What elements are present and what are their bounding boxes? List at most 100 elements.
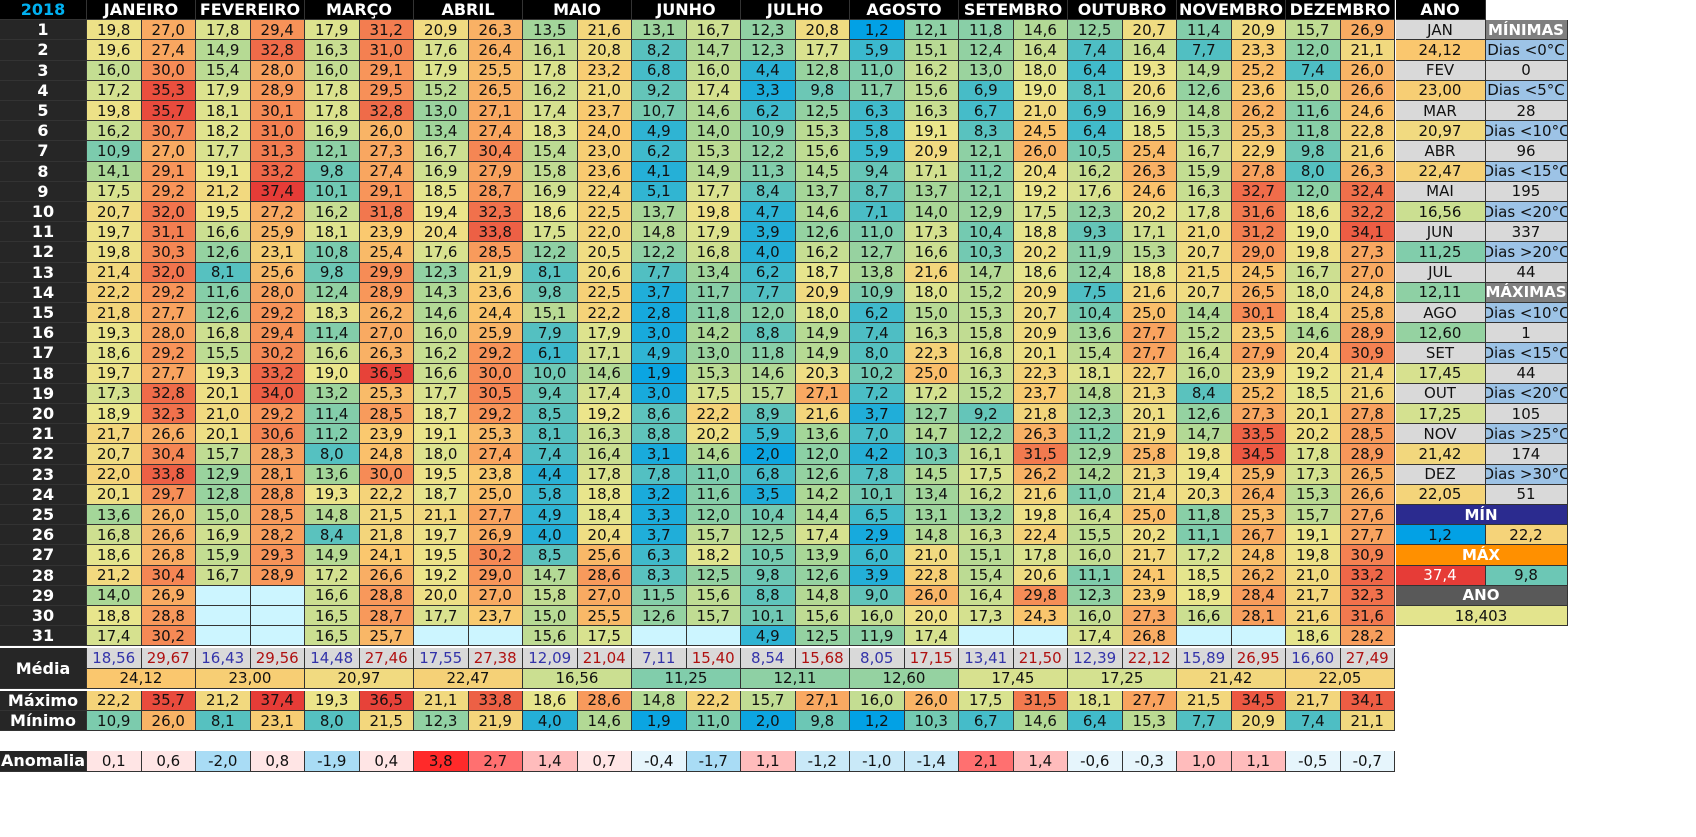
temp-cell[interactable]: 19,3 — [87, 323, 142, 344]
temp-cell[interactable]: 8,4 — [305, 525, 360, 546]
temp-cell[interactable]: 17,9 — [686, 222, 741, 243]
temp-cell[interactable]: 18,5 — [1122, 121, 1177, 142]
temp-cell[interactable]: 14,2 — [686, 323, 741, 344]
temp-cell[interactable] — [196, 606, 251, 627]
temp-cell[interactable]: 19,3 — [1122, 60, 1177, 81]
temp-cell[interactable]: 8,5 — [523, 545, 578, 566]
temp-cell[interactable]: 17,5 — [87, 181, 142, 202]
temp-cell[interactable]: 25,3 — [1231, 505, 1286, 526]
temp-cell[interactable]: 16,7 — [686, 20, 741, 41]
temp-cell[interactable]: 33,2 — [250, 161, 305, 182]
temp-cell[interactable]: 19,0 — [305, 363, 360, 384]
temp-cell[interactable]: 20,1 — [1122, 404, 1177, 425]
temp-cell[interactable]: 8,3 — [959, 121, 1014, 142]
temp-cell[interactable]: 16,5 — [305, 626, 360, 647]
temp-cell[interactable]: 31,6 — [1340, 606, 1395, 627]
temp-cell[interactable]: 13,0 — [686, 343, 741, 364]
temp-cell[interactable]: 6,1 — [523, 343, 578, 364]
temp-cell[interactable]: 28,5 — [359, 404, 414, 425]
temp-cell[interactable]: 18,5 — [414, 181, 469, 202]
temp-cell[interactable]: 17,8 — [305, 101, 360, 122]
temp-cell[interactable]: 17,5 — [523, 222, 578, 243]
temp-cell[interactable]: 12,6 — [795, 464, 850, 485]
temp-cell[interactable]: 26,4 — [1231, 484, 1286, 505]
temp-cell[interactable]: 18,1 — [1068, 363, 1123, 384]
temp-cell[interactable]: 28,8 — [359, 585, 414, 606]
temp-cell[interactable]: 28,2 — [250, 525, 305, 546]
temp-cell[interactable]: 16,9 — [523, 181, 578, 202]
temp-cell[interactable]: 29,9 — [359, 262, 414, 283]
temp-cell[interactable]: 27,3 — [359, 141, 414, 162]
temp-cell[interactable]: 16,8 — [87, 525, 142, 546]
temp-cell[interactable]: 18,8 — [1122, 262, 1177, 283]
temp-cell[interactable]: 20,9 — [904, 141, 959, 162]
temp-cell[interactable]: 18,9 — [87, 404, 142, 425]
temp-cell[interactable]: 32,8 — [250, 40, 305, 61]
temp-cell[interactable]: 23,0 — [577, 141, 632, 162]
temp-cell[interactable]: 12,2 — [523, 242, 578, 263]
temp-cell[interactable]: 26,8 — [1122, 626, 1177, 647]
temp-cell[interactable]: 8,8 — [632, 424, 687, 445]
temp-cell[interactable]: 17,7 — [414, 606, 469, 627]
temp-cell[interactable]: 8,1 — [1068, 80, 1123, 101]
temp-cell[interactable]: 21,4 — [1340, 363, 1395, 384]
temp-cell[interactable]: 26,9 — [468, 525, 523, 546]
temp-cell[interactable]: 24,6 — [1122, 181, 1177, 202]
temp-cell[interactable]: 8,5 — [523, 404, 578, 425]
temp-cell[interactable]: 20,4 — [414, 222, 469, 243]
temp-cell[interactable]: 8,1 — [523, 424, 578, 445]
temp-cell[interactable]: 24,1 — [359, 545, 414, 566]
temp-cell[interactable]: 29,1 — [359, 60, 414, 81]
temp-cell[interactable]: 16,9 — [305, 121, 360, 142]
temp-cell[interactable]: 1,2 — [850, 20, 905, 41]
temp-cell[interactable]: 16,1 — [523, 40, 578, 61]
temp-cell[interactable]: 28,0 — [141, 323, 196, 344]
temp-cell[interactable]: 13,6 — [795, 424, 850, 445]
temp-cell[interactable]: 14,9 — [795, 343, 850, 364]
temp-cell[interactable]: 18,3 — [305, 303, 360, 324]
temp-cell[interactable]: 26,6 — [1340, 80, 1395, 101]
temp-cell[interactable]: 11,8 — [741, 343, 796, 364]
temp-cell[interactable]: 28,9 — [1340, 444, 1395, 465]
temp-cell[interactable]: 7,8 — [850, 464, 905, 485]
temp-cell[interactable]: 12,0 — [686, 505, 741, 526]
temp-cell[interactable]: 23,7 — [577, 101, 632, 122]
temp-cell[interactable]: 17,9 — [196, 80, 251, 101]
temp-cell[interactable]: 12,3 — [1068, 404, 1123, 425]
temp-cell[interactable]: 21,0 — [1177, 222, 1232, 243]
temp-cell[interactable]: 18,8 — [577, 484, 632, 505]
temp-cell[interactable]: 33,8 — [468, 222, 523, 243]
temp-cell[interactable]: 7,4 — [850, 323, 905, 344]
temp-cell[interactable]: 11,4 — [305, 404, 360, 425]
temp-cell[interactable]: 22,3 — [1013, 363, 1068, 384]
temp-cell[interactable]: 20,6 — [1013, 565, 1068, 586]
temp-cell[interactable]: 17,2 — [87, 80, 142, 101]
temp-cell[interactable]: 12,2 — [632, 242, 687, 263]
temp-cell[interactable]: 16,3 — [577, 424, 632, 445]
temp-cell[interactable]: 25,5 — [577, 606, 632, 627]
temp-cell[interactable]: 12,6 — [1177, 80, 1232, 101]
temp-cell[interactable]: 17,4 — [87, 626, 142, 647]
temp-cell[interactable]: 21,2 — [196, 181, 251, 202]
temp-cell[interactable]: 5,1 — [632, 181, 687, 202]
temp-cell[interactable]: 13,6 — [305, 464, 360, 485]
temp-cell[interactable]: 10,1 — [305, 181, 360, 202]
temp-cell[interactable]: 14,6 — [1013, 20, 1068, 41]
temp-cell[interactable]: 19,2 — [577, 404, 632, 425]
temp-cell[interactable]: 15,9 — [196, 545, 251, 566]
temp-cell[interactable]: 27,4 — [468, 121, 523, 142]
temp-cell[interactable]: 10,5 — [1068, 141, 1123, 162]
temp-cell[interactable]: 27,4 — [468, 444, 523, 465]
temp-cell[interactable]: 23,8 — [468, 464, 523, 485]
temp-cell[interactable]: 30,9 — [1340, 545, 1395, 566]
temp-cell[interactable]: 11,7 — [850, 80, 905, 101]
temp-cell[interactable]: 20,9 — [1013, 282, 1068, 303]
temp-cell[interactable]: 27,6 — [1340, 505, 1395, 526]
temp-cell[interactable] — [959, 626, 1014, 647]
temp-cell[interactable]: 13,8 — [850, 262, 905, 283]
temp-cell[interactable]: 21,7 — [1286, 585, 1341, 606]
temp-cell[interactable]: 20,8 — [795, 20, 850, 41]
temp-cell[interactable]: 21,6 — [1122, 282, 1177, 303]
temp-cell[interactable]: 32,8 — [359, 101, 414, 122]
temp-cell[interactable]: 27,1 — [795, 383, 850, 404]
